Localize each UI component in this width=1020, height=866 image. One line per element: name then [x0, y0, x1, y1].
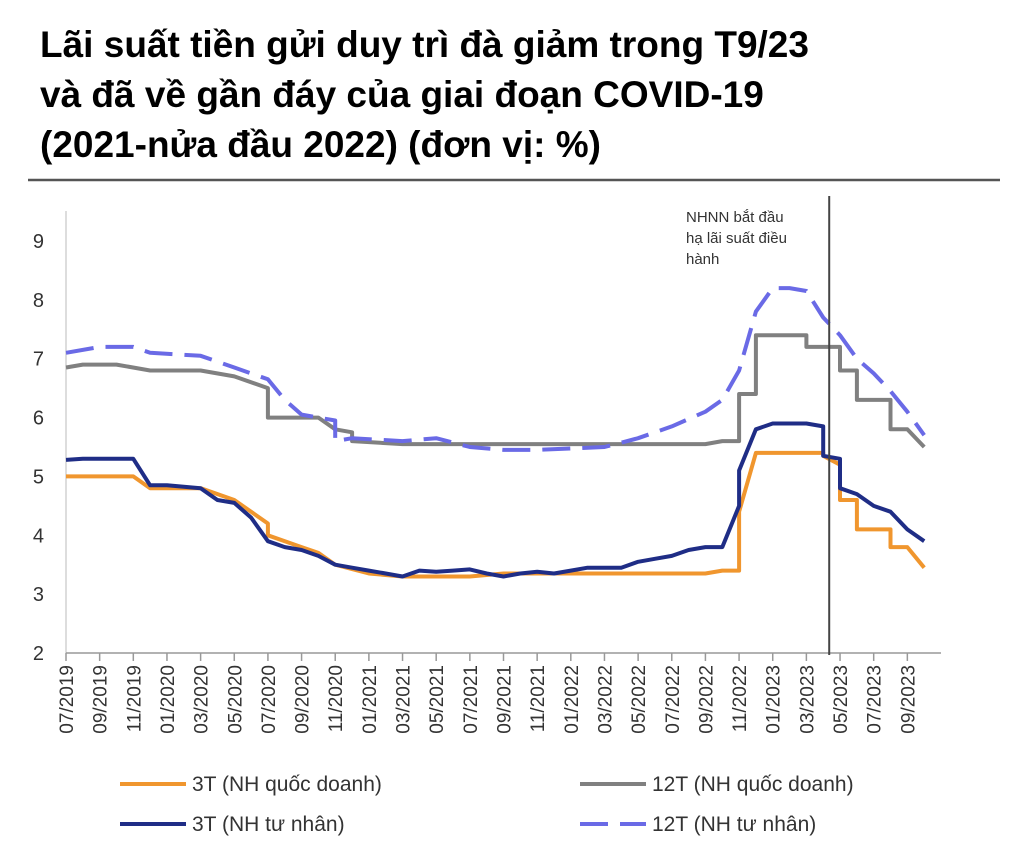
annotation-text: hành: [686, 251, 719, 268]
x-tick-label: 07/2020: [259, 665, 280, 734]
x-tick-label: 07/2022: [663, 665, 684, 734]
legend-item-2: 12T (NH quốc doanh): [580, 773, 854, 796]
legend-label: 3T (NH tư nhân): [192, 813, 345, 836]
x-tick-label: 09/2022: [696, 665, 717, 734]
annotation-text: hạ lãi suất điều: [686, 230, 787, 247]
x-tick-label: 11/2021: [528, 665, 549, 732]
annotation-text: NHNN bắt đầu: [686, 209, 784, 226]
y-tick-label: 8: [33, 290, 44, 312]
x-tick-label: 11/2022: [730, 665, 751, 732]
x-axis: 07/2019 09/2019 11/2019 01/2020 03/2020 05/20…: [57, 652, 941, 734]
legend-label: 12T (NH quốc doanh): [652, 773, 854, 796]
series-line-3: [65, 421, 926, 579]
legend-label: 3T (NH quốc doanh): [192, 773, 382, 796]
legend-item-3: 3T (NH tư nhân): [120, 813, 345, 836]
x-tick-label: 05/2023: [831, 665, 852, 734]
x-tick-label: 09/2021: [495, 665, 516, 734]
series-layer: [65, 286, 926, 579]
x-tick-label: 03/2023: [797, 665, 818, 734]
x-tick-label: 11/2019: [124, 665, 145, 732]
legend-item-1: 3T (NH quốc doanh): [120, 773, 382, 796]
x-tick-label: 01/2022: [562, 665, 583, 734]
y-tick-label: 2: [33, 643, 44, 665]
y-tick-label: 3: [33, 584, 44, 606]
x-tick-label: 09/2023: [898, 665, 919, 734]
y-tick-label: 5: [33, 466, 44, 488]
x-tick-label: 11/2020: [326, 665, 347, 732]
x-tick-label: 03/2022: [595, 665, 616, 734]
x-tick-label: 05/2022: [629, 665, 650, 734]
series-line-1: [66, 450, 926, 579]
x-tick-label: 07/2019: [57, 665, 78, 734]
x-tick-label: 07/2021: [461, 665, 482, 734]
legend-label: 12T (NH tư nhân): [652, 813, 816, 836]
x-tick-label: 03/2021: [394, 665, 415, 734]
y-tick-label: 6: [33, 408, 44, 430]
title-line-3: (2021-nửa đầu 2022) (đơn vị: %): [40, 124, 601, 165]
x-tick-label: 03/2020: [192, 665, 213, 734]
x-tick-label: 05/2020: [225, 665, 246, 734]
title-line-2: và đã về gần đáy của giai đoạn COVID-19: [40, 74, 764, 115]
chart-title: Lãi suất tiền gửi duy trì đà giảm trong …: [40, 20, 1000, 170]
y-axis: 2 3 4 5 6 7 8 9: [33, 211, 67, 665]
y-tick-label: 9: [33, 231, 44, 253]
x-tick-label: 01/2023: [764, 665, 785, 734]
x-tick-label: 05/2021: [427, 665, 448, 734]
title-line-1: Lãi suất tiền gửi duy trì đà giảm trong …: [40, 24, 809, 65]
legend-item-4: 12T (NH tư nhân): [580, 813, 816, 836]
x-tick-label: 01/2020: [158, 665, 179, 734]
x-tick-label: 01/2021: [360, 665, 381, 734]
x-tick-label: 07/2023: [865, 665, 886, 734]
x-tick-label: 09/2020: [293, 665, 314, 734]
y-tick-label: 4: [33, 525, 44, 547]
annotation: NHNN bắt đầu hạ lãi suất điều hành: [686, 196, 831, 655]
y-tick-label: 7: [33, 349, 44, 371]
series-line-2: [65, 333, 926, 449]
x-tick-label: 09/2019: [91, 665, 112, 734]
legend: 3T (NH quốc doanh) 12T (NH quốc doanh) 3T …: [120, 773, 854, 836]
